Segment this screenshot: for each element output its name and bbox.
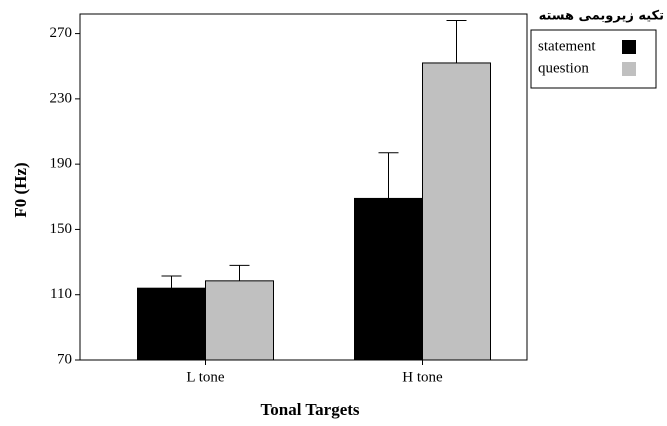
y-tick-label: 150 bbox=[50, 221, 73, 237]
y-axis-label: F0 (Hz) bbox=[11, 162, 30, 217]
x-tick-label: L tone bbox=[186, 369, 225, 385]
y-tick-label: 190 bbox=[50, 156, 73, 172]
error-bar bbox=[446, 20, 467, 63]
legend-box bbox=[530, 29, 657, 89]
bar bbox=[422, 62, 491, 361]
legend-label: statement bbox=[538, 38, 596, 54]
legend-label: question bbox=[538, 60, 589, 76]
y-tick-label: 270 bbox=[50, 25, 73, 41]
bar bbox=[354, 197, 423, 361]
legend-swatch bbox=[622, 40, 636, 54]
bar bbox=[205, 280, 274, 361]
legend-title: تکیه زیروبمی هسته bbox=[539, 9, 664, 24]
bar bbox=[137, 287, 206, 361]
x-axis-label: Tonal Targets bbox=[260, 400, 359, 419]
y-tick-label: 70 bbox=[57, 351, 72, 367]
error-bar bbox=[229, 264, 250, 281]
legend-swatch bbox=[622, 62, 636, 76]
plot-frame bbox=[79, 13, 528, 361]
x-tick-label: H tone bbox=[402, 369, 443, 385]
error-bar bbox=[378, 152, 399, 199]
y-tick-label: 110 bbox=[50, 286, 72, 302]
error-bar bbox=[161, 275, 182, 289]
y-tick-label: 230 bbox=[50, 90, 73, 106]
